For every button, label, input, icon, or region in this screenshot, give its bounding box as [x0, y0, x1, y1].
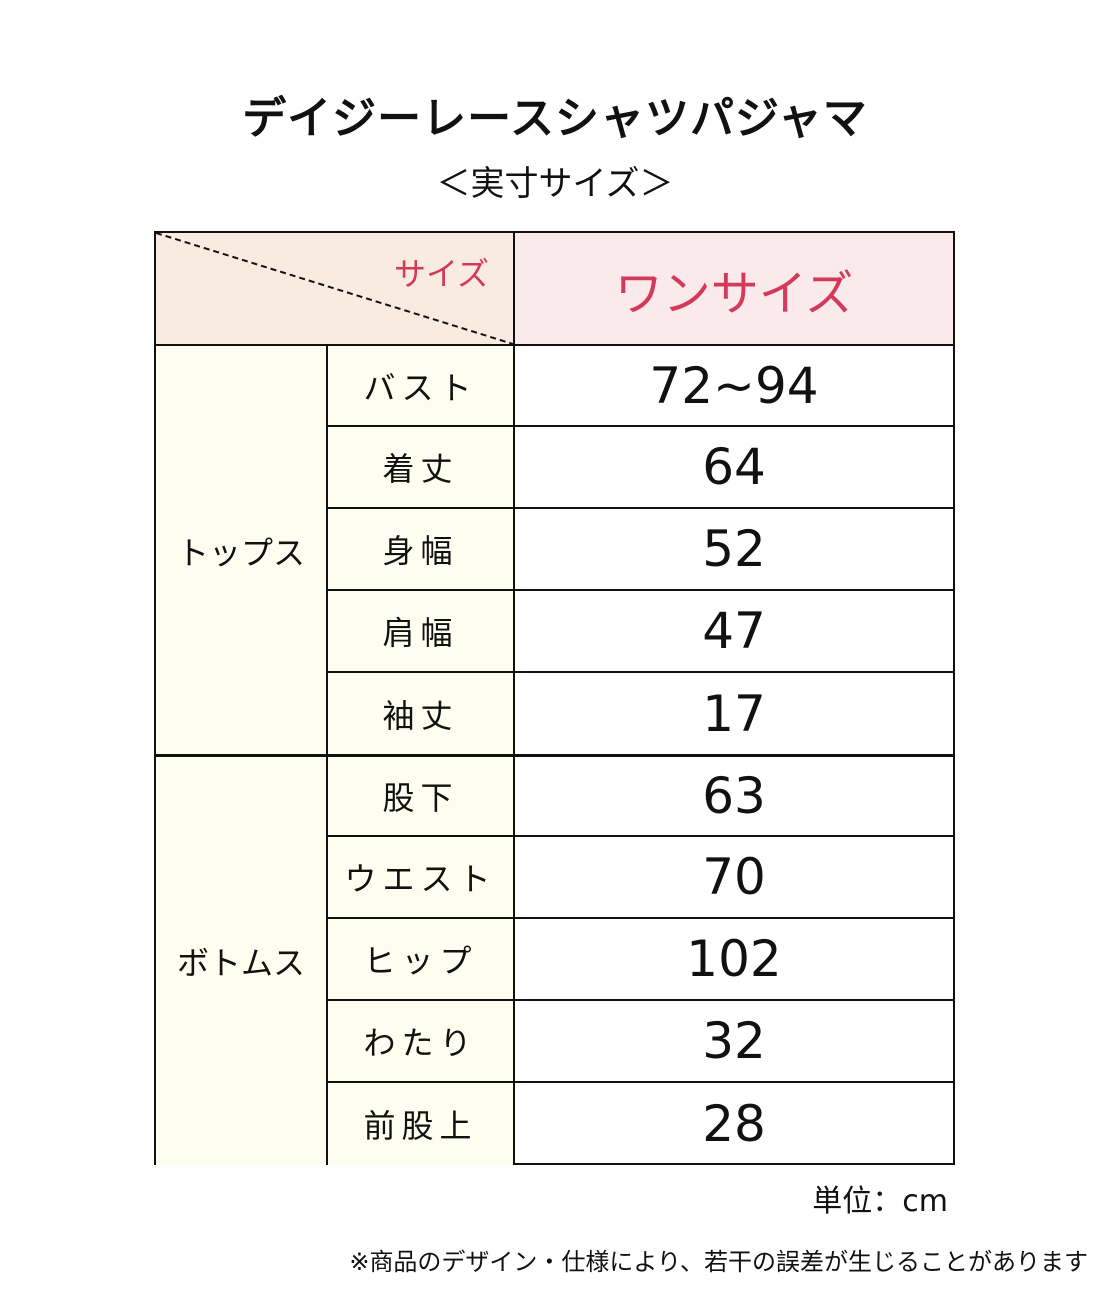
table-row-value: 28: [702, 1095, 766, 1153]
table-row-value: 102: [515, 919, 953, 1001]
corner-cell: サイズ: [156, 233, 515, 346]
table-row-value: 32: [515, 1001, 953, 1083]
table-row-item: 前股上: [328, 1083, 515, 1165]
page-subtitle: ＜実寸サイズ＞: [436, 164, 674, 204]
diagonal-divider: [156, 233, 513, 344]
group-divider: [156, 754, 953, 757]
table-row-value: 47: [515, 591, 953, 673]
table-row-value: 64: [515, 427, 953, 509]
table-row-value: 70: [515, 837, 953, 919]
table-row-item: わたり: [328, 1001, 515, 1083]
table-row-item: ヒップ: [328, 919, 515, 1001]
unit-label: 単位：cm: [812, 1184, 948, 1219]
table-row-item: ウエスト: [328, 837, 515, 919]
table-row-item: 股下: [328, 756, 515, 837]
table-row-item: 肩幅: [328, 591, 515, 673]
size-table: サイズ ワンサイズ トップス ボトムス バスト 72~94 着丈 64 身幅 52 肩幅 47…: [154, 231, 955, 1165]
table-row-value: 52: [515, 509, 953, 591]
size-header: ワンサイズ: [515, 233, 953, 346]
table-row-value: 63: [515, 756, 953, 837]
table-row-item: 身幅: [328, 509, 515, 591]
corner-label: サイズ: [393, 255, 489, 293]
table-row-item: 着丈: [328, 427, 515, 509]
disclaimer-note: ※商品のデザイン・仕様により、若干の誤差が生じることがあります: [349, 1248, 1088, 1276]
group-label-tops: トップス: [156, 346, 328, 756]
table-row-item: 袖丈: [328, 673, 515, 756]
table-row-value: 72~94: [515, 346, 953, 427]
table-row-item: バスト: [328, 346, 515, 427]
page-title: デイジーレースシャツパジャマ: [242, 93, 868, 144]
table-row-value: 17: [515, 673, 953, 756]
group-label-bottoms: ボトムス: [156, 756, 328, 1165]
